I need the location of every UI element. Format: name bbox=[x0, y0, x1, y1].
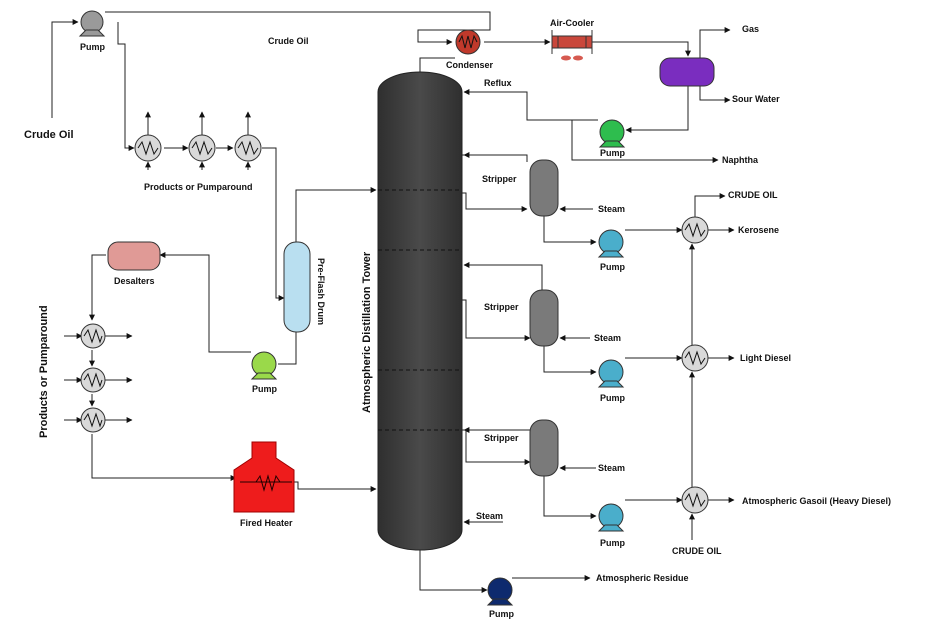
label-products-pumparound-top: Products or Pumparound bbox=[144, 182, 253, 192]
label-pump: Pump bbox=[600, 393, 626, 403]
heat-exchanger[interactable] bbox=[234, 134, 262, 162]
label-pump: Pump bbox=[600, 262, 626, 272]
pump-reflux[interactable] bbox=[598, 119, 626, 148]
label-steam: Steam bbox=[476, 511, 503, 521]
heat-exchanger[interactable] bbox=[80, 323, 106, 349]
label-stripper: Stripper bbox=[482, 174, 517, 184]
label-pump: Pump bbox=[600, 538, 626, 548]
heat-exchanger[interactable] bbox=[681, 486, 709, 514]
pump-gasoil[interactable] bbox=[597, 503, 625, 532]
preflash-label: Pre-Flash Drum bbox=[316, 258, 326, 325]
pump-residue[interactable] bbox=[486, 577, 514, 606]
label-steam: Steam bbox=[598, 463, 625, 473]
label-steam: Steam bbox=[594, 333, 621, 343]
label-pump: Pump bbox=[489, 609, 515, 619]
label-light-diesel: Light Diesel bbox=[740, 353, 791, 363]
pump-kerosene[interactable] bbox=[597, 229, 625, 258]
tower-label: Atmospheric Distillation Tower bbox=[361, 251, 373, 413]
labels: Crude Oil Pump Crude Oil Products or Pum… bbox=[24, 18, 891, 619]
heat-exchanger[interactable] bbox=[80, 367, 106, 393]
desalter[interactable] bbox=[107, 241, 161, 271]
label-gas: Gas bbox=[742, 24, 759, 34]
label-fired-heater: Fired Heater bbox=[240, 518, 293, 528]
pump-preflash[interactable] bbox=[250, 351, 278, 380]
label-products-pumparound-left: Products or Pumparound bbox=[38, 305, 50, 438]
accumulator-drum[interactable] bbox=[659, 57, 715, 87]
distillation-tower[interactable]: Atmospheric Distillation Tower bbox=[361, 71, 463, 551]
heat-exchanger[interactable] bbox=[681, 344, 709, 372]
label-sour-water: Sour Water bbox=[732, 94, 780, 104]
fired-heater[interactable] bbox=[233, 441, 295, 513]
label-desalters: Desalters bbox=[114, 276, 155, 286]
fan-icon bbox=[561, 55, 571, 61]
heat-exchanger[interactable] bbox=[134, 134, 162, 162]
label-air-cooler: Air-Cooler bbox=[550, 18, 595, 28]
label-atm-gasoil: Atmospheric Gasoil (Heavy Diesel) bbox=[742, 496, 891, 506]
label-atm-residue: Atmospheric Residue bbox=[596, 573, 689, 583]
label-kerosene: Kerosene bbox=[738, 225, 779, 235]
stripper-2[interactable] bbox=[529, 289, 559, 347]
stripper-3[interactable] bbox=[529, 419, 559, 477]
label-stripper: Stripper bbox=[484, 302, 519, 312]
pipe-network bbox=[51, 11, 735, 593]
air-cooler[interactable] bbox=[551, 30, 593, 61]
condenser[interactable] bbox=[455, 29, 481, 55]
heat-exchanger[interactable] bbox=[681, 216, 709, 244]
label-condenser: Condenser bbox=[446, 60, 494, 70]
heat-exchanger[interactable] bbox=[80, 407, 106, 433]
label-crude-oil-line: Crude Oil bbox=[268, 36, 309, 46]
label-steam: Steam bbox=[598, 204, 625, 214]
label-reflux: Reflux bbox=[484, 78, 512, 88]
label-crude-oil-hx: CRUDE OIL bbox=[672, 546, 722, 556]
preflash-drum[interactable]: Pre-Flash Drum bbox=[283, 241, 326, 333]
stripper-1[interactable] bbox=[529, 159, 559, 217]
label-crude-oil-hx: CRUDE OIL bbox=[728, 190, 778, 200]
label-crude-oil-feed: Crude Oil bbox=[24, 129, 74, 141]
label-naphtha: Naphtha bbox=[722, 155, 759, 165]
heat-exchanger[interactable] bbox=[188, 134, 216, 162]
pump-crude-feed[interactable] bbox=[78, 10, 106, 37]
label-pump: Pump bbox=[252, 384, 278, 394]
label-pump: Pump bbox=[80, 42, 106, 52]
label-stripper: Stripper bbox=[484, 433, 519, 443]
pump-light-diesel[interactable] bbox=[597, 359, 625, 388]
label-pump: Pump bbox=[600, 148, 626, 158]
